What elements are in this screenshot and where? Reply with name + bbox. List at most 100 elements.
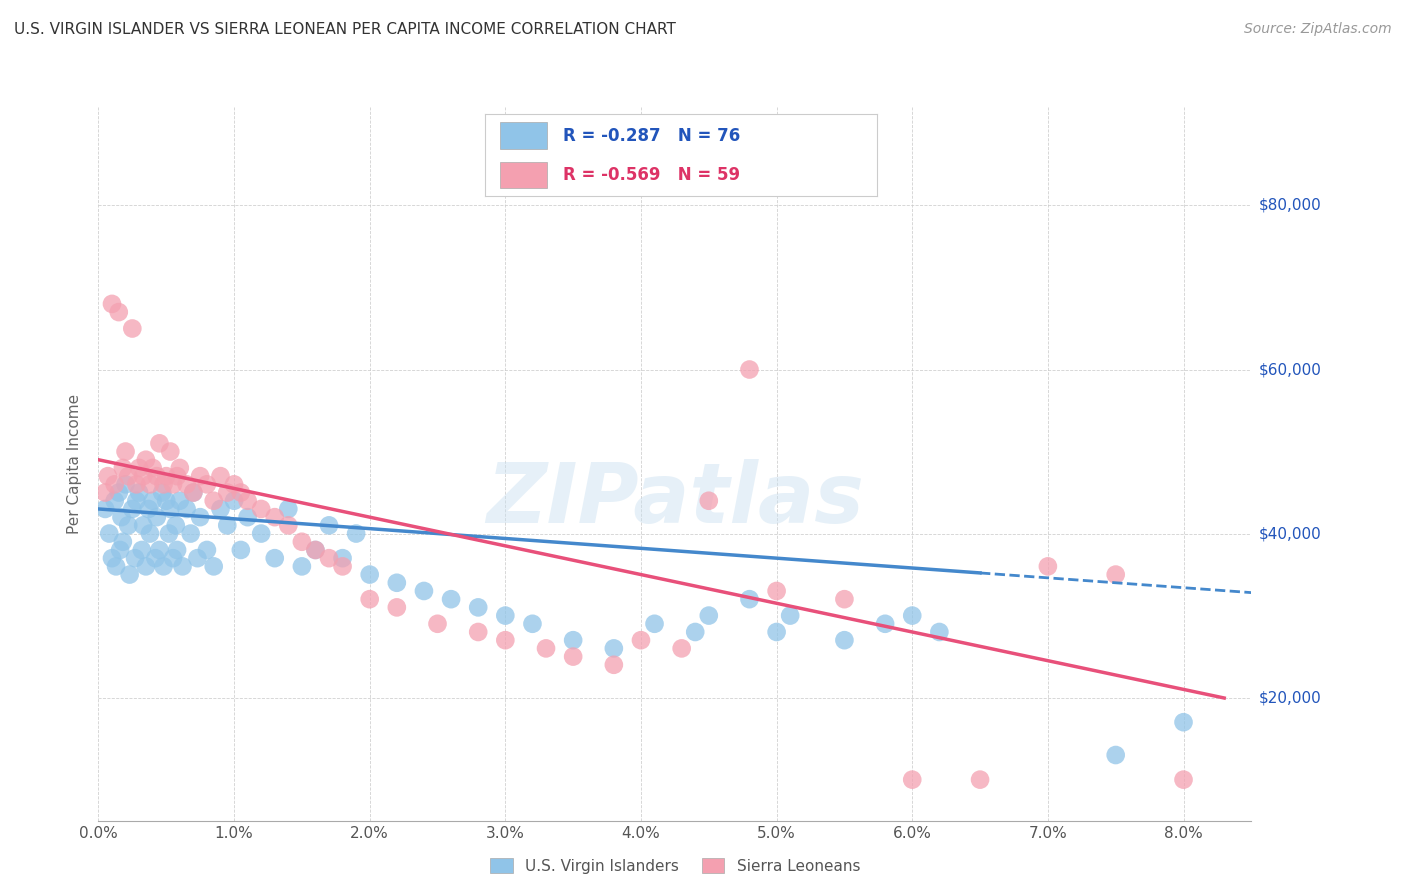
Point	[148, 543, 170, 558]
Point	[385, 600, 408, 615]
Point	[229, 543, 252, 558]
Point	[440, 592, 463, 607]
FancyBboxPatch shape	[501, 161, 547, 188]
Point	[202, 559, 225, 574]
Point	[359, 567, 381, 582]
Point	[671, 641, 693, 656]
Point	[94, 502, 117, 516]
Point	[183, 485, 205, 500]
Point	[145, 510, 167, 524]
Point	[195, 477, 218, 491]
Point	[697, 493, 720, 508]
Point	[494, 608, 516, 623]
Point	[1036, 559, 1059, 574]
Point	[188, 510, 211, 524]
Point	[562, 633, 585, 648]
Point	[467, 625, 489, 640]
Point	[217, 485, 239, 500]
Text: $60,000: $60,000	[1258, 362, 1322, 377]
Point	[1105, 567, 1128, 582]
Text: ZIPatlas: ZIPatlas	[486, 459, 863, 540]
Point	[169, 493, 191, 508]
Point	[169, 461, 191, 475]
Point	[121, 321, 143, 335]
Point	[94, 485, 117, 500]
Point	[229, 485, 252, 500]
Point	[928, 625, 950, 640]
Point	[385, 575, 408, 590]
Point	[152, 477, 174, 491]
Point	[139, 477, 162, 491]
Point	[202, 493, 225, 508]
Point	[186, 551, 208, 566]
Point	[250, 502, 273, 516]
Point	[108, 543, 131, 558]
Point	[110, 510, 132, 524]
Point	[166, 469, 188, 483]
Point	[359, 592, 381, 607]
Point	[117, 518, 139, 533]
Point	[162, 477, 184, 491]
Point	[132, 469, 155, 483]
Point	[534, 641, 557, 656]
Point	[195, 543, 218, 558]
Point	[101, 551, 124, 566]
Point	[834, 592, 856, 607]
Text: Source: ZipAtlas.com: Source: ZipAtlas.com	[1244, 22, 1392, 37]
Point	[176, 502, 198, 516]
Point	[142, 461, 165, 475]
Point	[277, 518, 299, 533]
Point	[107, 305, 129, 319]
Point	[522, 616, 544, 631]
Point	[157, 526, 180, 541]
Point	[644, 616, 666, 631]
Point	[135, 559, 157, 574]
Point	[494, 633, 516, 648]
Point	[97, 469, 120, 483]
Point	[834, 633, 856, 648]
Point	[132, 518, 155, 533]
Point	[413, 584, 436, 599]
FancyBboxPatch shape	[501, 122, 547, 149]
Text: R = -0.287   N = 76: R = -0.287 N = 76	[562, 127, 741, 145]
Point	[117, 469, 139, 483]
Point	[697, 608, 720, 623]
Point	[603, 641, 626, 656]
Text: $40,000: $40,000	[1258, 526, 1322, 541]
Point	[98, 526, 121, 541]
Point	[318, 551, 340, 566]
Point	[426, 616, 449, 631]
Point	[128, 461, 150, 475]
Point	[111, 534, 134, 549]
Point	[779, 608, 801, 623]
Point	[304, 543, 326, 558]
Point	[765, 584, 787, 599]
Point	[131, 543, 153, 558]
Point	[467, 600, 489, 615]
Point	[166, 543, 188, 558]
Point	[209, 502, 232, 516]
Point	[176, 477, 198, 491]
Point	[162, 551, 184, 566]
Point	[118, 567, 141, 582]
Point	[291, 559, 314, 574]
Point	[738, 592, 761, 607]
Point	[332, 559, 354, 574]
Point	[128, 485, 150, 500]
Point	[217, 518, 239, 533]
Point	[738, 362, 761, 376]
Point	[101, 297, 124, 311]
Point	[125, 477, 148, 491]
Point	[172, 559, 194, 574]
Point	[263, 510, 285, 524]
Point	[138, 502, 160, 516]
Point	[304, 543, 326, 558]
Point	[765, 625, 787, 640]
Point	[222, 477, 245, 491]
Point	[159, 502, 181, 516]
Point	[1173, 715, 1195, 730]
Point	[630, 633, 652, 648]
Text: $80,000: $80,000	[1258, 198, 1322, 213]
Point	[124, 551, 146, 566]
Point	[183, 485, 205, 500]
